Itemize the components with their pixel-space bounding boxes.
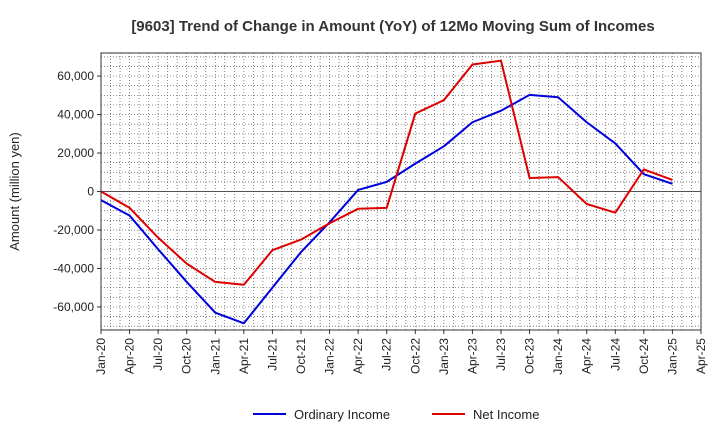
x-axis-ticks: Jan-20 Apr-20 Jul-20 Oct-20 Jan-21 Apr-21 Jul-…	[94, 330, 708, 375]
x-tick-label: Jan-21	[208, 338, 222, 375]
y-tick-label: 20,000	[57, 146, 94, 160]
x-tick-label: Oct-24	[637, 338, 651, 374]
x-tick-label: Jan-20	[94, 338, 108, 375]
x-tick-label: Apr-25	[694, 338, 708, 374]
x-tick-label: Apr-21	[237, 338, 251, 374]
series-line-net-income	[100, 59, 673, 286]
chart-title: [9603] Trend of Change in Amount (YoY) o…	[131, 18, 654, 35]
y-tick-label: -20,000	[53, 223, 94, 237]
y-tick-label: 60,000	[57, 69, 94, 83]
x-tick-label: Apr-22	[351, 338, 365, 374]
y-tick-label: 40,000	[57, 108, 94, 122]
legend-label: Ordinary Income	[294, 407, 390, 422]
x-tick-label: Jan-25	[665, 338, 679, 375]
series-lines	[100, 59, 673, 325]
y-axis-ticks: -60,000 -40,000 -20,000 0 20,000 40,000 60,000	[53, 69, 101, 314]
legend: Ordinary Income Net Income	[253, 407, 539, 422]
x-tick-label: Oct-23	[523, 338, 537, 374]
x-tick-label: Oct-20	[180, 338, 194, 374]
x-tick-label: Jul-24	[608, 338, 622, 371]
x-tick-label: Jan-23	[437, 338, 451, 375]
y-tick-label: -60,000	[53, 300, 94, 314]
series-line-ordinary-income	[100, 93, 673, 325]
x-tick-label: Oct-21	[294, 338, 308, 374]
x-tick-label: Apr-23	[465, 338, 479, 374]
y-axis-label: Amount (million yen)	[7, 132, 22, 251]
x-tick-label: Jul-22	[380, 338, 394, 371]
x-tick-label: Jul-20	[151, 338, 165, 371]
y-tick-label: -40,000	[53, 261, 94, 275]
x-tick-label: Jan-24	[551, 338, 565, 375]
x-tick-label: Jul-21	[265, 338, 279, 371]
legend-label: Net Income	[473, 407, 539, 422]
x-tick-label: Oct-22	[408, 338, 422, 374]
x-tick-label: Jan-22	[323, 338, 337, 375]
x-tick-label: Jul-23	[494, 338, 508, 371]
y-tick-label: 0	[87, 185, 94, 199]
x-tick-label: Apr-20	[123, 338, 137, 374]
x-tick-label: Apr-24	[580, 338, 594, 374]
